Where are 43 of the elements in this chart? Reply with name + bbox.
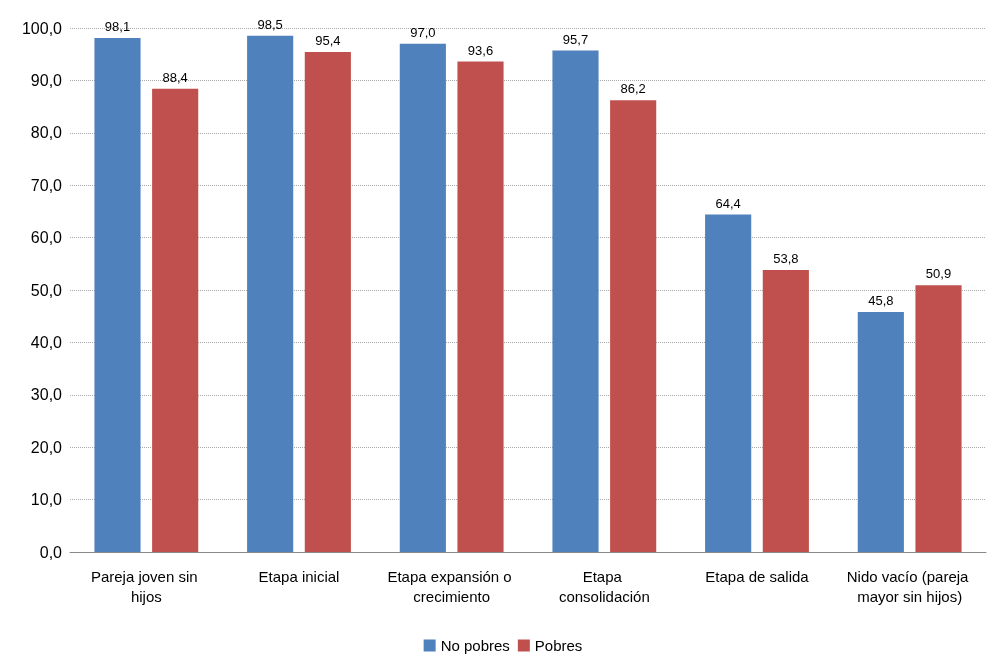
bar [247,35,294,552]
legend-label: No pobres [440,637,510,654]
y-tick-label: 90,0 [30,71,63,89]
bar [610,100,657,552]
bar [705,214,752,552]
y-tick-label: 10,0 [30,491,63,509]
bar [552,50,599,552]
data-label: 95,7 [562,31,589,47]
y-tick-label: 30,0 [30,386,63,404]
legend-label: Pobres [534,637,583,654]
data-label: 95,4 [315,33,341,49]
data-label: 64,4 [715,195,741,211]
data-label: 97,0 [410,24,436,40]
bar [152,88,199,552]
y-tick-label: 40,0 [30,333,63,351]
data-label: 50,9 [925,266,952,282]
data-label: 98,5 [257,16,283,32]
bar [94,37,141,552]
y-tick-label: 20,0 [30,438,63,456]
data-label: 88,4 [162,69,188,85]
y-tick-label: 70,0 [30,176,63,194]
bar [915,285,962,552]
y-tick-label: 60,0 [30,229,63,247]
bar [762,270,809,552]
x-tick-label: Nido vacío (pareja mayor sin hijos) [846,567,973,605]
x-tick-label: Etapa consolidación [558,567,650,605]
data-label: 98,1 [104,18,131,34]
y-tick-label: 0,0 [39,543,63,561]
data-label: 86,2 [620,81,646,97]
bar [857,312,904,552]
data-label: 53,8 [773,251,799,267]
x-tick-label: Etapa de salida [705,567,810,585]
x-tick-label: Etapa inicial [258,567,340,585]
x-tick-label: Etapa expansión o crecimiento [387,567,516,605]
data-label: 45,8 [868,293,894,309]
y-tick-label: 50,0 [30,281,63,299]
y-tick-label: 80,0 [30,124,63,142]
bar [457,61,504,552]
y-tick-label: 100,0 [21,19,63,37]
x-tick-label: Pareja joven sin hijos [90,567,202,605]
bar [304,52,351,552]
bar [399,43,446,552]
data-label: 93,6 [467,42,494,58]
